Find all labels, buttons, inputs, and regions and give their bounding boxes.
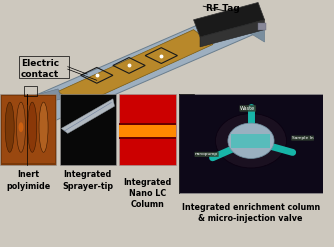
Polygon shape — [194, 2, 265, 37]
Text: Waste: Waste — [240, 106, 255, 111]
Polygon shape — [23, 89, 61, 109]
Polygon shape — [16, 104, 48, 136]
Bar — [2, 96, 55, 163]
Ellipse shape — [19, 122, 23, 132]
Polygon shape — [200, 20, 265, 47]
Bar — [119, 124, 176, 137]
Ellipse shape — [39, 102, 48, 152]
Polygon shape — [61, 99, 115, 133]
Ellipse shape — [16, 102, 25, 152]
Text: Integrated
Nano LC
Column: Integrated Nano LC Column — [123, 178, 172, 209]
Text: Integrated
Sprayer-tip: Integrated Sprayer-tip — [62, 170, 113, 190]
Text: Sample In: Sample In — [292, 136, 313, 140]
Text: nanopump: nanopump — [195, 152, 218, 156]
Text: Integrated enrichment column
& micro-injection valve: Integrated enrichment column & micro-inj… — [182, 203, 320, 223]
Bar — [119, 94, 176, 165]
Bar — [60, 94, 116, 165]
Ellipse shape — [28, 102, 37, 152]
Bar — [119, 137, 176, 139]
Bar — [179, 94, 323, 193]
Ellipse shape — [5, 102, 14, 152]
Bar — [119, 123, 176, 125]
Circle shape — [228, 123, 274, 159]
Text: Electric
contact: Electric contact — [21, 59, 59, 79]
Text: RF Tag: RF Tag — [206, 4, 240, 13]
Bar — [24, 86, 37, 96]
Text: Inert
polyimide: Inert polyimide — [6, 170, 50, 190]
Polygon shape — [58, 30, 213, 106]
Bar — [0, 94, 56, 165]
Polygon shape — [232, 10, 265, 42]
Polygon shape — [16, 10, 265, 124]
Bar — [19, 56, 69, 78]
Bar — [258, 23, 266, 30]
Circle shape — [215, 114, 287, 168]
